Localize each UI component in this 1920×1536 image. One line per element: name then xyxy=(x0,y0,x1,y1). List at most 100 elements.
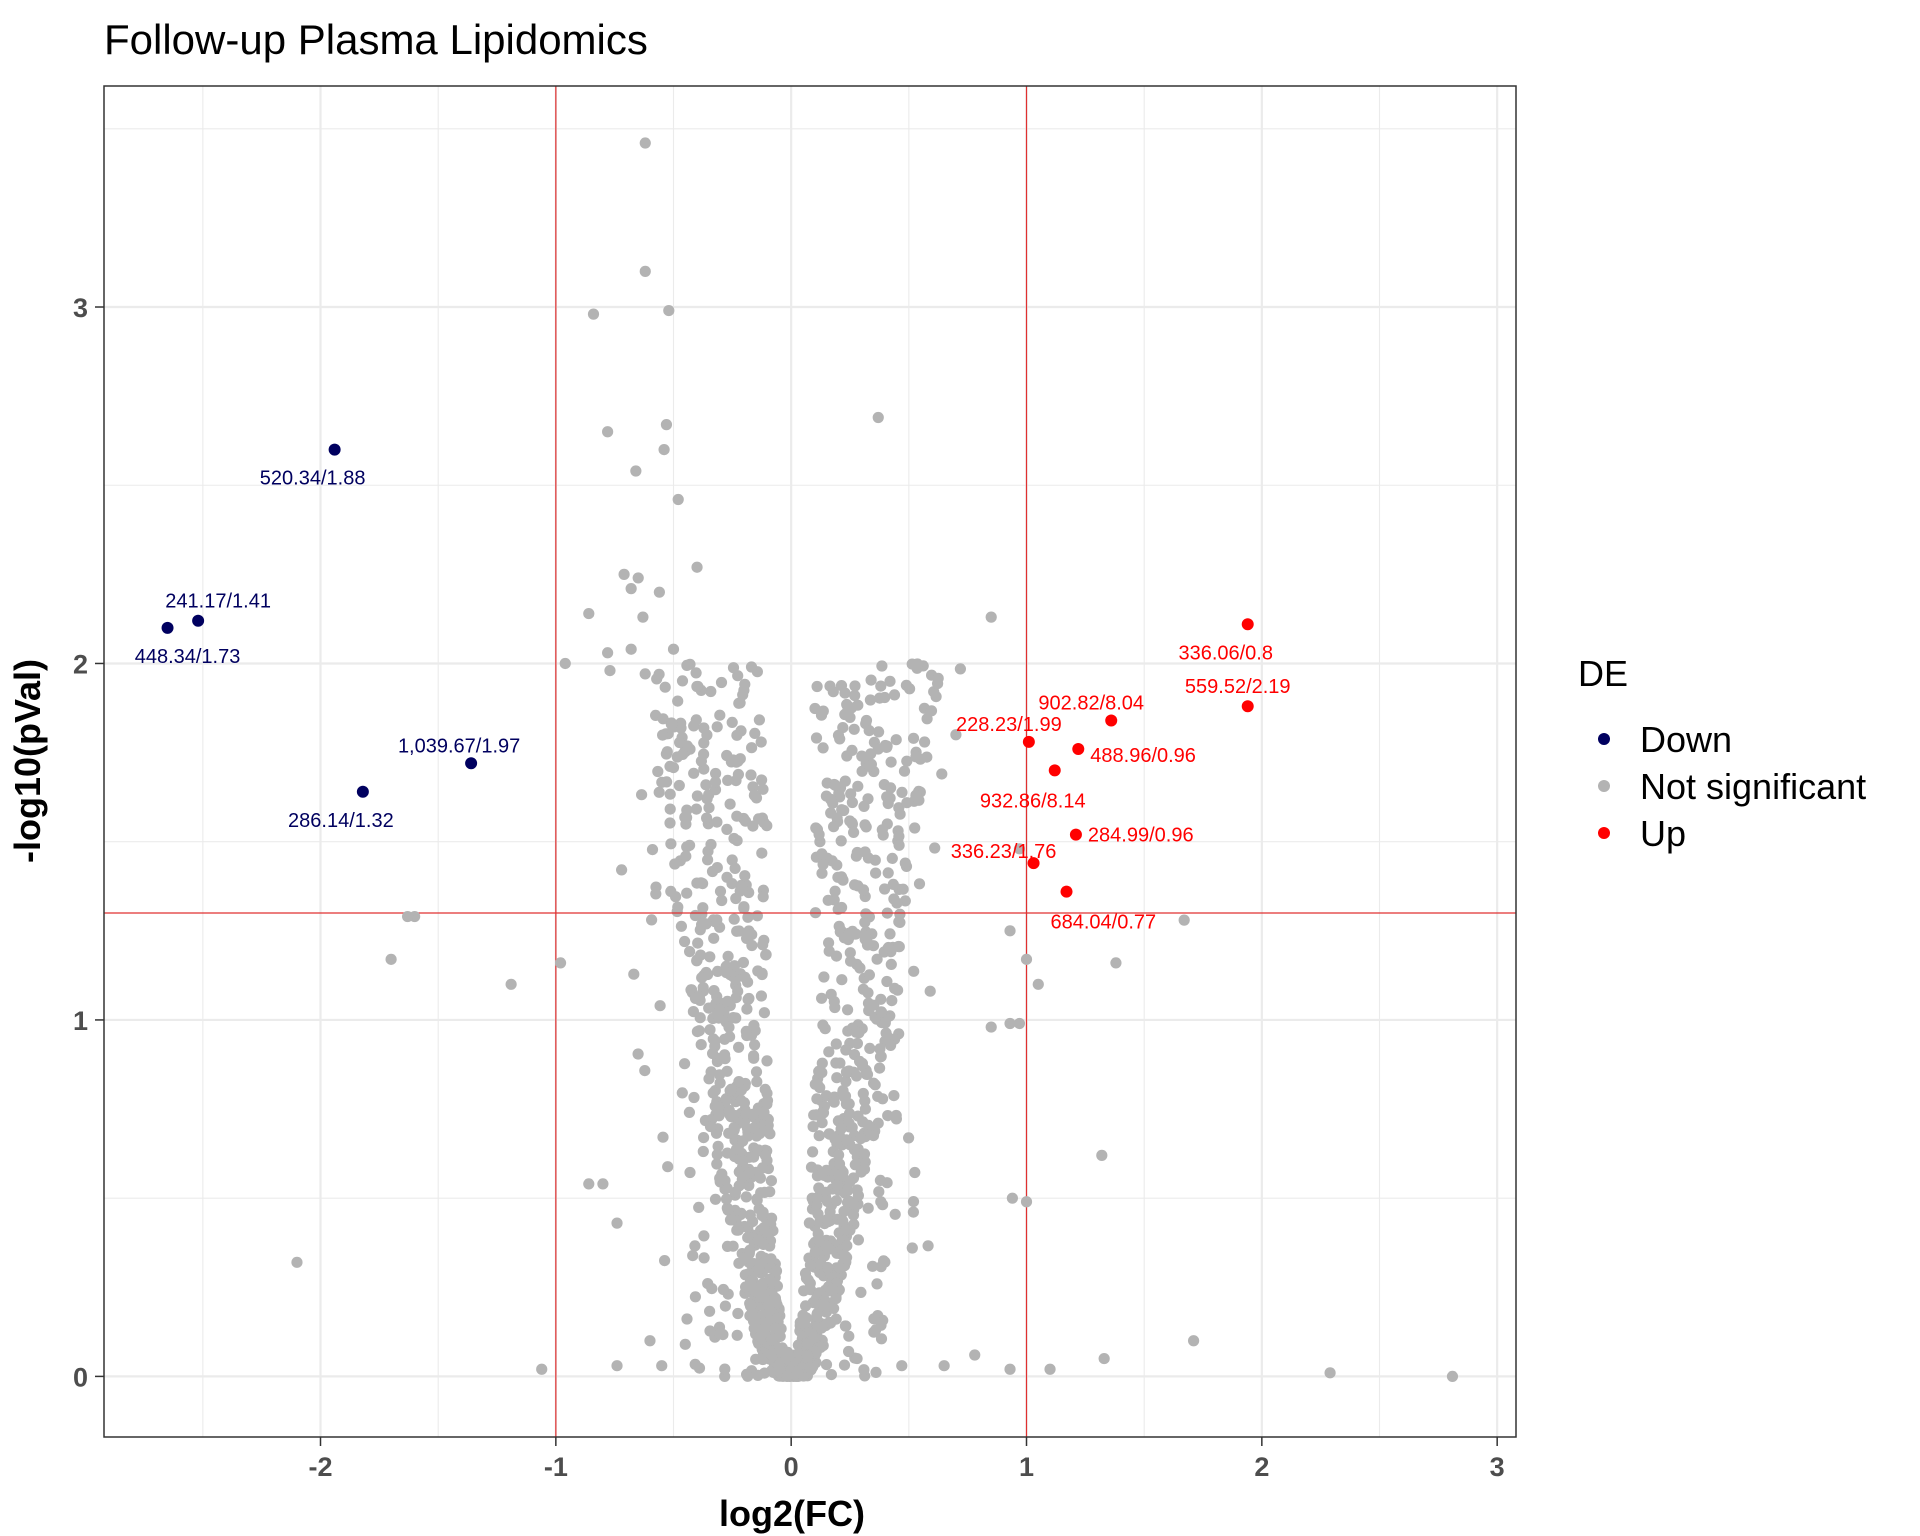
point-not-significant xyxy=(602,426,614,438)
point-not-significant xyxy=(661,746,673,758)
point-not-significant xyxy=(889,1208,901,1220)
point-not-significant xyxy=(798,1285,810,1297)
point-not-significant xyxy=(646,914,658,926)
point-not-significant xyxy=(667,643,680,655)
point-not-significant xyxy=(704,1305,716,1317)
point-not-significant xyxy=(837,1215,849,1227)
x-axis-title: log2(FC) xyxy=(719,1493,865,1534)
point-not-significant xyxy=(835,1123,847,1135)
point-not-significant xyxy=(669,858,681,870)
point-not-significant xyxy=(797,1309,809,1321)
point-not-significant xyxy=(723,1104,735,1116)
point-not-significant xyxy=(899,895,911,907)
point-not-significant xyxy=(936,768,948,780)
point-not-significant xyxy=(875,1261,887,1273)
point-not-significant xyxy=(817,1107,830,1119)
point-not-significant xyxy=(871,1278,883,1290)
point-not-significant xyxy=(839,1250,851,1262)
point-not-significant xyxy=(836,974,848,986)
point-not-significant xyxy=(674,736,686,749)
point-not-significant xyxy=(695,755,708,767)
point-not-significant xyxy=(719,1033,731,1045)
point-not-significant xyxy=(911,658,924,670)
point-not-significant xyxy=(759,1321,771,1334)
point-not-significant xyxy=(679,1058,691,1070)
point-not-significant xyxy=(757,783,769,795)
point-label-up: 336.23/1.76 xyxy=(951,841,1057,863)
point-not-significant xyxy=(816,848,828,860)
point-not-significant xyxy=(725,1083,737,1095)
point-not-significant xyxy=(1098,1352,1110,1365)
point-not-significant xyxy=(705,685,717,698)
point-not-significant xyxy=(658,443,670,456)
point-not-significant xyxy=(908,965,920,977)
point-not-significant xyxy=(704,951,716,963)
point-not-significant xyxy=(747,781,759,793)
point-not-significant xyxy=(559,657,571,670)
point-not-significant xyxy=(830,1038,842,1050)
point-not-significant xyxy=(739,971,751,984)
point-not-significant xyxy=(823,937,835,949)
point-not-significant xyxy=(879,883,891,895)
point-not-significant xyxy=(1044,1363,1056,1375)
point-not-significant xyxy=(711,816,723,828)
point-not-significant xyxy=(713,1110,725,1122)
point-not-significant xyxy=(639,265,651,277)
point-not-significant xyxy=(901,797,913,809)
point-not-significant xyxy=(684,946,696,958)
point-not-significant xyxy=(666,718,678,731)
point-not-significant xyxy=(919,736,931,748)
point-not-significant xyxy=(842,705,854,717)
point-not-significant xyxy=(708,985,720,997)
legend-label-up: Up xyxy=(1640,813,1686,854)
point-not-significant xyxy=(885,756,897,768)
point-not-significant xyxy=(746,939,758,952)
point-not-significant xyxy=(886,995,898,1007)
point-not-significant xyxy=(872,411,884,424)
point-not-significant xyxy=(855,1133,867,1145)
point-not-significant xyxy=(758,1222,770,1234)
point-not-significant xyxy=(838,1359,851,1371)
point-not-significant xyxy=(644,1335,656,1347)
point-not-significant xyxy=(748,1019,760,1032)
point-not-significant xyxy=(616,864,628,876)
point-not-significant xyxy=(818,1298,830,1311)
point-not-significant xyxy=(773,1360,785,1372)
point-not-significant xyxy=(653,586,665,598)
y-tick-label: 3 xyxy=(73,293,88,323)
point-not-significant xyxy=(747,1108,759,1120)
point-not-significant xyxy=(707,1087,719,1099)
point-not-significant xyxy=(840,1075,852,1088)
point-not-significant xyxy=(845,788,857,800)
point-not-significant xyxy=(698,1230,710,1242)
x-tick-label: 0 xyxy=(784,1452,799,1482)
point-not-significant xyxy=(660,419,673,431)
point-not-significant xyxy=(832,903,844,915)
point-not-significant xyxy=(838,804,850,817)
point-up xyxy=(1241,618,1254,631)
point-not-significant xyxy=(924,985,936,997)
point-not-significant xyxy=(717,1283,730,1296)
point-not-significant xyxy=(813,1182,825,1194)
point-not-significant xyxy=(698,1252,710,1264)
point-not-significant xyxy=(712,1140,724,1152)
point-not-significant xyxy=(708,932,720,944)
point-not-significant xyxy=(661,776,673,788)
point-not-significant xyxy=(859,929,871,942)
point-not-significant xyxy=(1020,1196,1033,1208)
point-not-significant xyxy=(843,1108,856,1120)
point-not-significant xyxy=(697,982,709,994)
point-not-significant xyxy=(757,1353,769,1366)
point-not-significant xyxy=(728,1121,740,1134)
point-not-significant xyxy=(721,1065,733,1077)
point-not-significant xyxy=(906,1242,918,1254)
point-not-significant xyxy=(1187,1335,1200,1347)
point-not-significant xyxy=(860,714,873,727)
point-not-significant xyxy=(684,1166,696,1179)
point-not-significant xyxy=(830,1057,842,1069)
point-not-significant xyxy=(863,760,876,773)
point-not-significant xyxy=(694,1012,706,1024)
point-not-significant xyxy=(909,822,921,834)
point-not-significant xyxy=(823,1316,835,1328)
point-not-significant xyxy=(850,1026,862,1038)
